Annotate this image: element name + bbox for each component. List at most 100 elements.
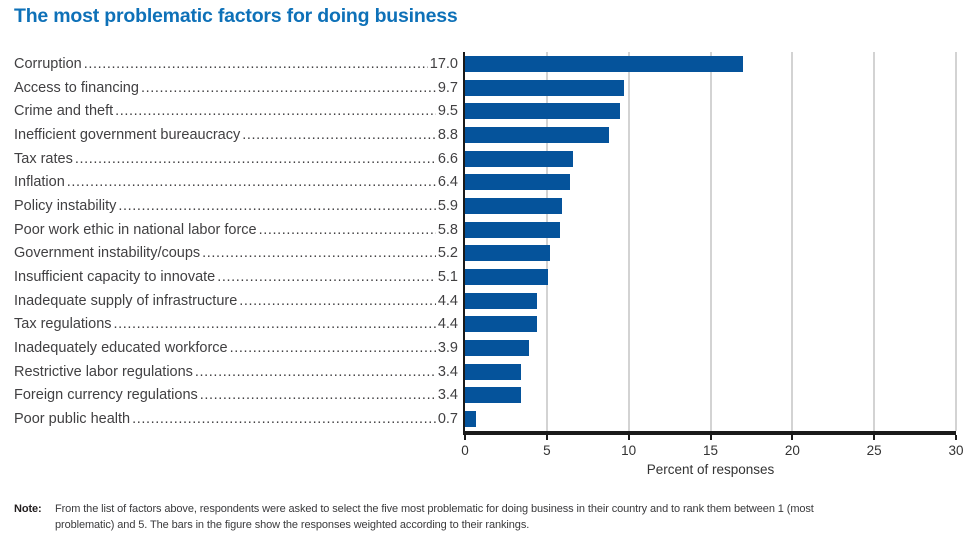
bar bbox=[465, 174, 570, 191]
factor-label: Poor work ethic in national labor force bbox=[14, 221, 257, 238]
factor-value: 9.7 bbox=[437, 79, 458, 96]
bar bbox=[465, 316, 537, 333]
x-axis-ticks bbox=[464, 435, 957, 441]
bar-row bbox=[465, 99, 956, 123]
factor-label: Policy instability bbox=[14, 197, 117, 214]
factor-row: Insufficient capacity to innovate ......… bbox=[14, 265, 458, 289]
bar bbox=[465, 387, 521, 404]
leader-dots: ........................................… bbox=[66, 174, 436, 191]
leader-dots: ........................................… bbox=[83, 55, 428, 72]
tick-mark bbox=[873, 435, 876, 440]
gridline bbox=[627, 52, 630, 431]
bar bbox=[465, 79, 624, 96]
factor-label: Corruption bbox=[14, 55, 82, 72]
bar-row bbox=[465, 407, 956, 431]
factor-value: 0.7 bbox=[437, 411, 458, 428]
factor-row: Inadequately educated workforce ........… bbox=[14, 336, 458, 360]
factor-value: 3.4 bbox=[437, 363, 458, 380]
factor-value: 5.1 bbox=[437, 269, 458, 286]
bar-row bbox=[465, 242, 956, 266]
leader-dots: ........................................… bbox=[258, 221, 436, 238]
factor-row: Government instability/coups ...........… bbox=[14, 242, 458, 266]
bar bbox=[465, 55, 744, 72]
bar-row bbox=[465, 76, 956, 100]
bar bbox=[465, 221, 560, 238]
leader-dots: ........................................… bbox=[115, 103, 436, 120]
factor-value: 4.4 bbox=[437, 292, 458, 309]
leader-dots: ........................................… bbox=[194, 363, 436, 380]
factor-label: Restrictive labor regulations bbox=[14, 363, 193, 380]
factor-row: Inadequate supply of infrastructure ....… bbox=[14, 289, 458, 313]
bar-row bbox=[465, 123, 956, 147]
bar-row bbox=[465, 265, 956, 289]
bar bbox=[465, 245, 551, 262]
leader-dots: ........................................… bbox=[242, 126, 436, 143]
factor-label: Foreign currency regulations bbox=[14, 387, 198, 404]
factor-value: 4.4 bbox=[437, 316, 458, 333]
tick-label: 10 bbox=[621, 443, 637, 458]
leader-dots: ........................................… bbox=[217, 269, 436, 286]
note-text: From the list of factors above, responde… bbox=[55, 503, 814, 531]
leader-dots: ........................................… bbox=[229, 340, 436, 357]
tick-mark bbox=[791, 435, 794, 440]
tick-label: 15 bbox=[702, 443, 719, 458]
tick-mark bbox=[464, 435, 466, 440]
leader-dots: ........................................… bbox=[140, 79, 436, 96]
factor-label: Tax rates bbox=[14, 150, 73, 167]
factor-row: Restrictive labor regulations ..........… bbox=[14, 360, 458, 384]
bar bbox=[465, 363, 521, 380]
factor-row: Tax rates ..............................… bbox=[14, 147, 458, 171]
tick-mark bbox=[627, 435, 630, 440]
tick-label: 25 bbox=[866, 443, 882, 458]
bars bbox=[465, 52, 956, 431]
tick-label: 5 bbox=[543, 443, 551, 458]
x-axis-labels: 0 5 10 15 20 25 30 bbox=[461, 443, 963, 459]
factor-label: Crime and theft bbox=[14, 103, 114, 120]
leader-dots: ........................................… bbox=[113, 316, 436, 333]
bar bbox=[465, 340, 529, 357]
factor-value: 3.4 bbox=[437, 387, 458, 404]
bar bbox=[465, 150, 574, 167]
factor-value: 5.8 bbox=[437, 221, 458, 238]
leader-dots: ........................................… bbox=[132, 411, 436, 428]
bar-row bbox=[465, 313, 956, 337]
gridline bbox=[709, 52, 712, 431]
factor-value: 9.5 bbox=[437, 103, 458, 120]
gridline bbox=[791, 52, 794, 431]
tick-mark bbox=[709, 435, 712, 440]
factor-row: Tax regulations ........................… bbox=[14, 313, 458, 337]
chart-title: The most problematic factors for doing b… bbox=[14, 5, 458, 27]
gridline bbox=[955, 52, 957, 431]
x-axis-title: Percent of responses bbox=[646, 462, 775, 477]
bar-row bbox=[465, 194, 956, 218]
factor-label: Tax regulations bbox=[14, 316, 112, 333]
bar-row bbox=[465, 52, 956, 76]
bar bbox=[465, 411, 477, 428]
factor-value: 8.8 bbox=[437, 126, 458, 143]
factor-row: Poor public health .....................… bbox=[14, 407, 458, 431]
bar-row bbox=[465, 170, 956, 194]
bar bbox=[465, 292, 537, 309]
leader-dots: ........................................… bbox=[202, 245, 436, 262]
factor-value: 5.2 bbox=[437, 245, 458, 262]
plot-area bbox=[463, 52, 957, 435]
leader-dots: ........................................… bbox=[199, 387, 436, 404]
bar bbox=[465, 197, 562, 214]
bar-row bbox=[465, 360, 956, 384]
gridline bbox=[545, 52, 548, 431]
bar-row bbox=[465, 218, 956, 242]
factor-row: Access to financing ....................… bbox=[14, 76, 458, 100]
factor-value: 6.6 bbox=[437, 150, 458, 167]
note-label: Note: bbox=[14, 503, 42, 515]
factor-label: Inefficient government bureaucracy bbox=[14, 126, 241, 143]
bar-row bbox=[465, 147, 956, 171]
factor-row: Foreign currency regulations ...........… bbox=[14, 384, 458, 408]
factor-row: Corruption .............................… bbox=[14, 52, 458, 76]
factor-list: Corruption .............................… bbox=[14, 52, 458, 431]
factor-row: Inflation ..............................… bbox=[14, 170, 458, 194]
tick-label: 30 bbox=[948, 443, 964, 458]
tick-mark bbox=[955, 435, 957, 440]
bar bbox=[465, 269, 549, 286]
factor-label: Government instability/coups bbox=[14, 245, 201, 262]
factor-value: 17.0 bbox=[429, 55, 458, 72]
